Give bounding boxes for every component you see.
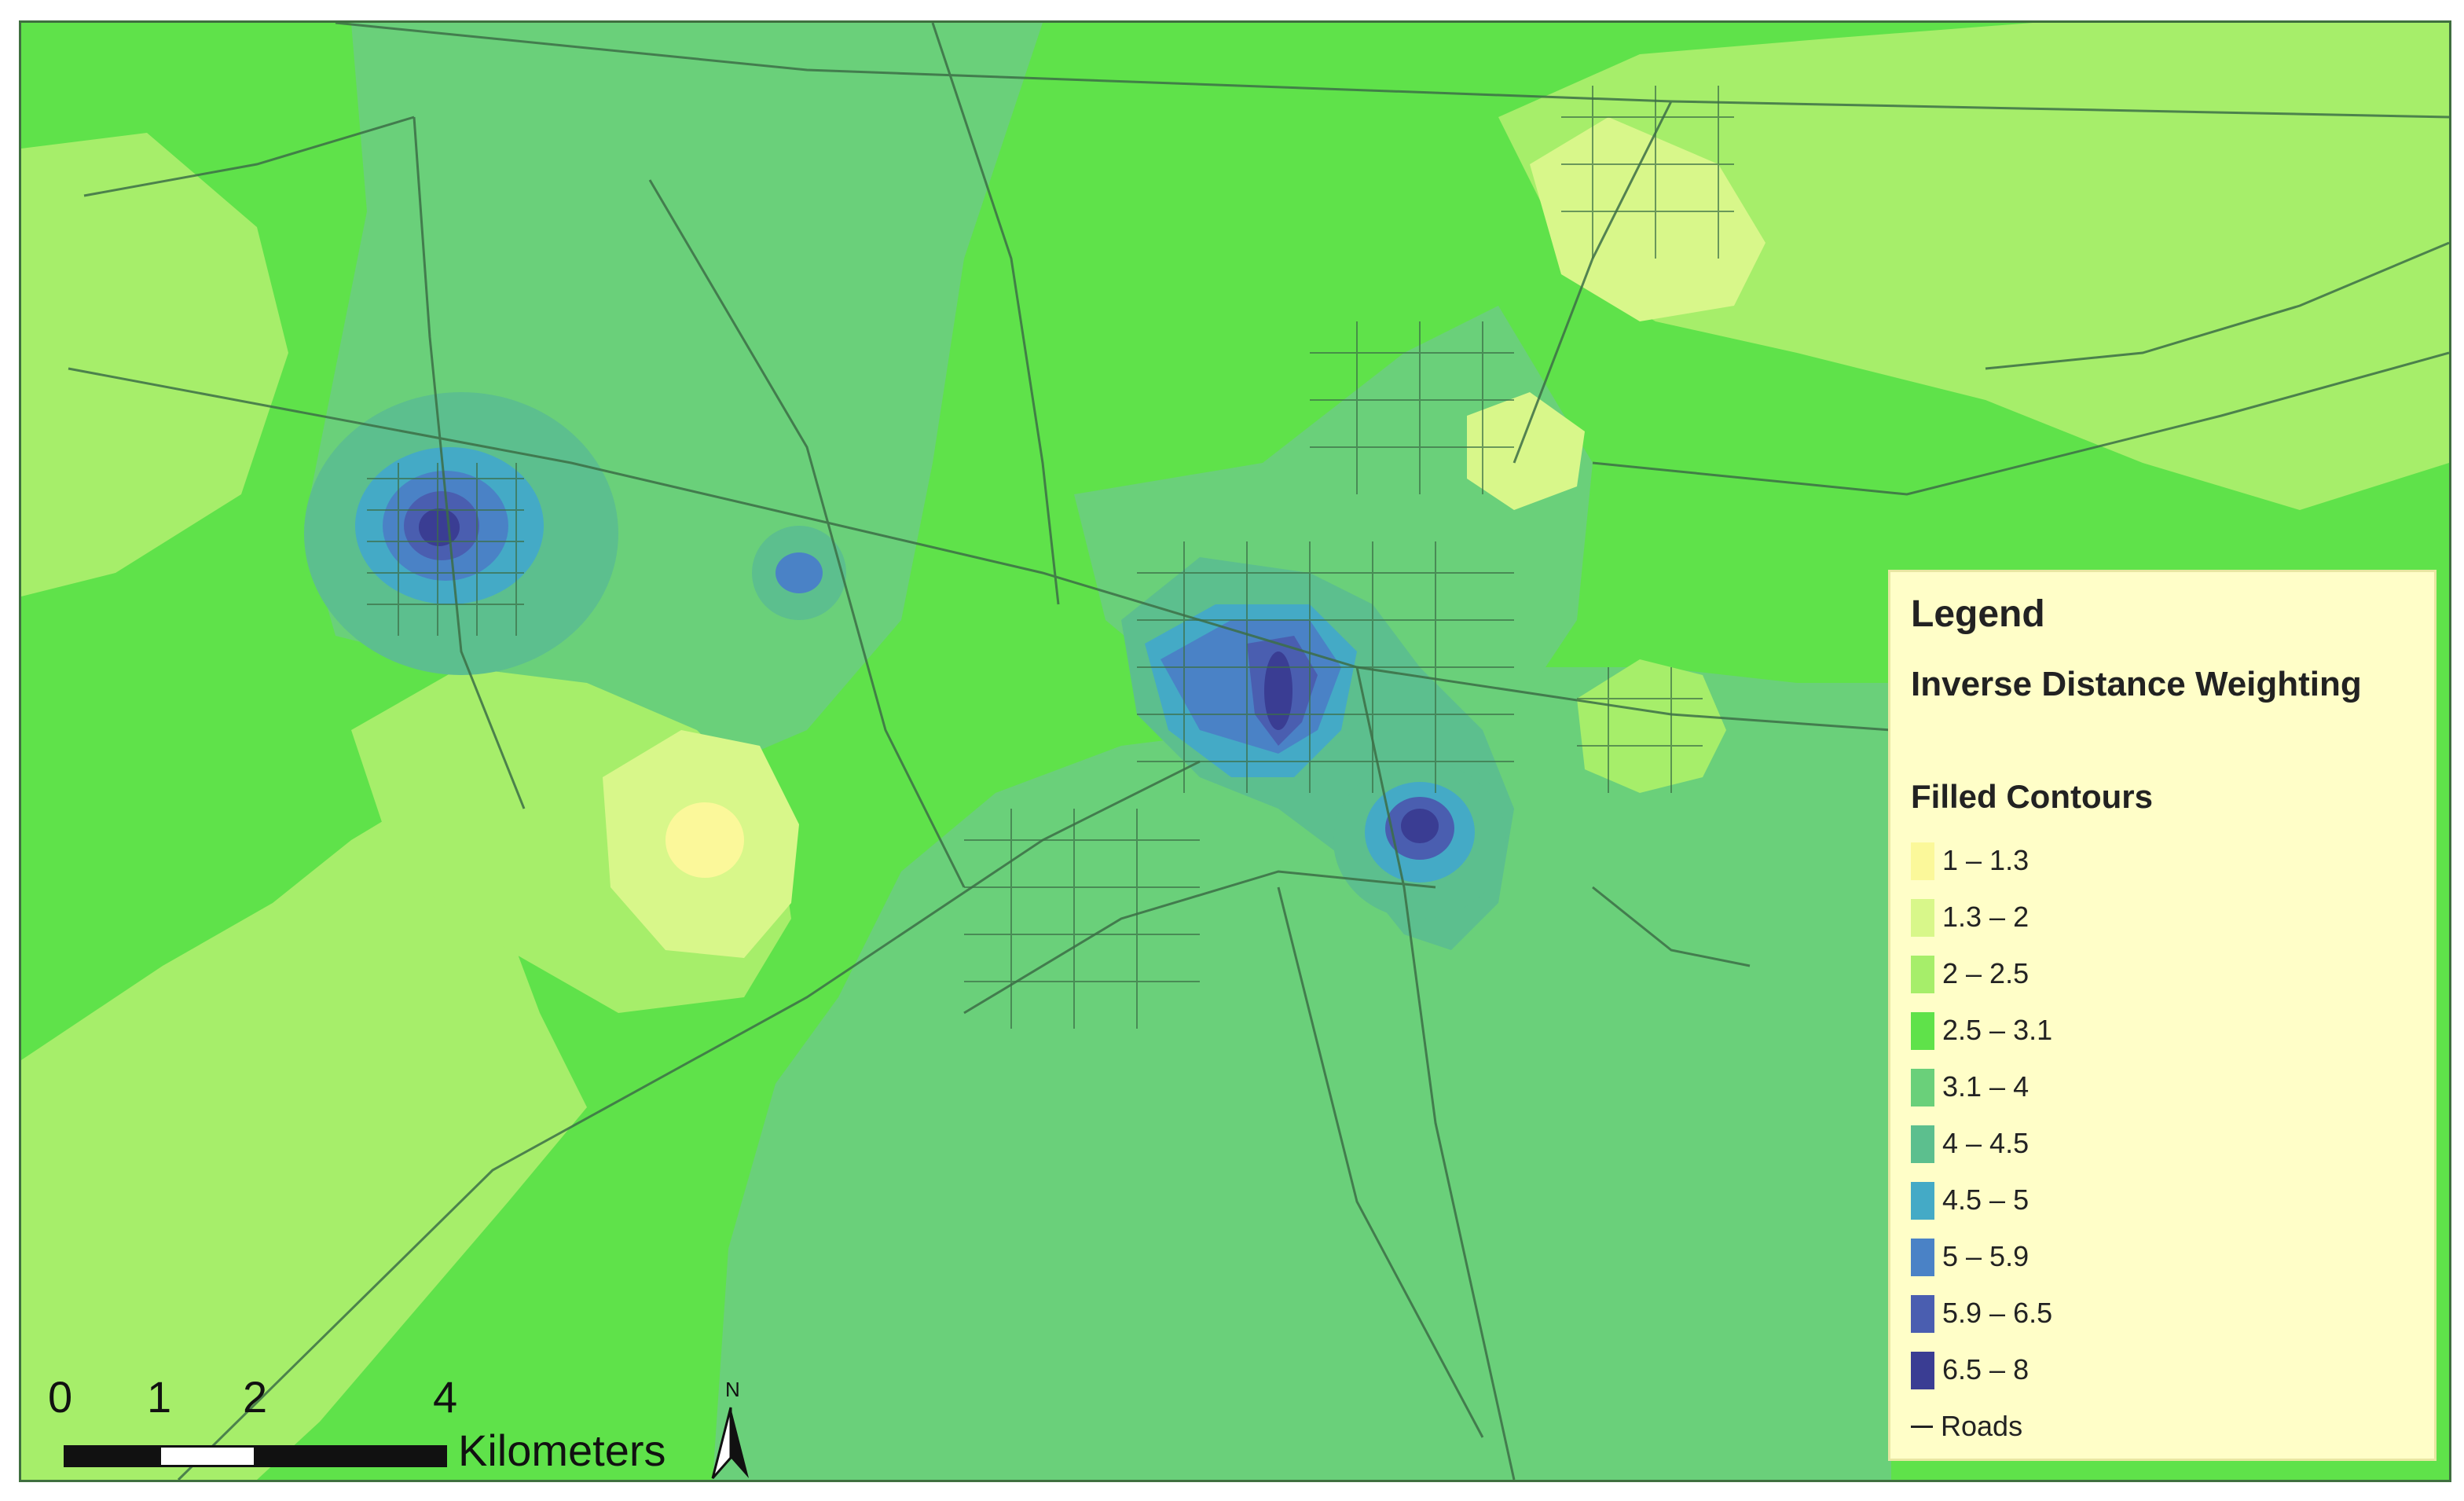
scale-segment [159,1445,256,1467]
legend-title: Legend [1911,593,2045,635]
contour-1-to-1-3-peak [666,802,744,878]
legend-swatch [1911,1295,1934,1333]
contour-5-to-5-9-small [776,552,823,593]
north-arrow-icon: N [703,1370,758,1480]
legend-label: 3.1 – 4 [1942,1070,2030,1103]
legend-section-title: Filled Contours [1911,778,2153,815]
legend-label: 5 – 5.9 [1942,1240,2030,1272]
contour-6-5-to-8-west [419,508,460,546]
legend-swatch [1911,1352,1934,1389]
contour-2-to-2-5-southwest [21,793,587,1480]
legend-label: 6.5 – 8 [1942,1353,2030,1385]
legend-swatch [1911,956,1934,993]
legend-swatch [1911,1069,1934,1106]
legend-swatch [1911,1125,1934,1163]
urban-roads [367,86,1734,1029]
scale-tick-label: 0 [48,1372,73,1422]
scale-segment [254,1445,447,1467]
north-arrow-label: N [725,1378,740,1401]
legend-label: 2.5 – 3.1 [1942,1014,2053,1046]
legend-swatch [1911,899,1934,937]
legend-label: 5.9 – 6.5 [1942,1297,2053,1329]
scale-unit-label: Kilometers [458,1426,666,1475]
legend-label: 4.5 – 5 [1942,1184,2030,1216]
scale-bar: 0 1 2 4 Kilometers [48,1371,724,1480]
legend-label: 1.3 – 2 [1942,901,2030,933]
scale-segment [64,1445,161,1467]
contour-3-1-to-4-south [713,667,1891,1480]
contour-1-3-to-2-east [1467,392,1585,510]
legend-label: 1 – 1.3 [1942,844,2030,876]
legend-roads-label: Roads [1941,1410,2023,1442]
contour-2-to-2-5-west [21,133,288,596]
scale-tick-label: 4 [433,1372,458,1422]
legend-swatch [1911,842,1934,880]
contour-2-to-2-5-northeast [1498,23,2449,510]
idw-contour-map[interactable] [21,23,2449,1480]
legend-label: 2 – 2.5 [1942,957,2030,989]
legend-swatch [1911,1239,1934,1276]
roads-line-icon [1911,1426,1933,1428]
scale-tick-label: 1 [147,1372,172,1422]
legend-swatch [1911,1182,1934,1220]
contour-6-5-to-8-city [1264,651,1292,730]
map-frame[interactable]: Legend Inverse Distance Weighting Filled… [19,20,2451,1482]
legend-subtitle: Inverse Distance Weighting [1911,665,2362,703]
legend-label: 4 – 4.5 [1942,1127,2030,1159]
contour-2-to-2-5-east-spot [1577,659,1726,793]
legend-swatch [1911,1012,1934,1050]
contour-6-5-to-8-southeast [1401,809,1439,843]
scale-tick-label: 2 [243,1372,268,1422]
legend-panel: Legend Inverse Distance Weighting Filled… [1888,570,2436,1461]
